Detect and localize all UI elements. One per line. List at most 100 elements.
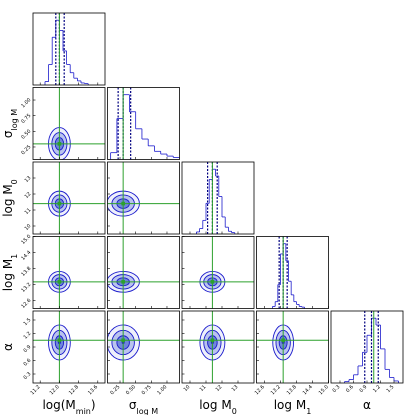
axis-label-part: σ bbox=[129, 398, 137, 412]
axis-label: σlog M bbox=[129, 398, 158, 415]
y-tick-label: 0.6 bbox=[23, 358, 33, 368]
axis-label-part: min bbox=[76, 407, 91, 415]
y-tick-label: 12.6 bbox=[20, 298, 32, 310]
axis-label-part: ) bbox=[91, 398, 96, 412]
axis-label: log M1 bbox=[1, 254, 19, 292]
x-tick-label: 11.2 bbox=[29, 384, 41, 396]
truth-point bbox=[57, 142, 62, 146]
axis-label-part: log M bbox=[10, 109, 19, 131]
panel-frame bbox=[256, 236, 329, 309]
x-tick-label: 13.2 bbox=[270, 384, 282, 396]
axis-label: log(Mmin) bbox=[42, 398, 95, 415]
x-tick-label: 1.00 bbox=[156, 384, 168, 396]
panel bbox=[182, 311, 254, 383]
panel bbox=[195, 162, 236, 234]
truth-point bbox=[57, 338, 62, 343]
panel-frame bbox=[181, 161, 255, 235]
x-tick-label: 0.25 bbox=[109, 384, 121, 396]
truth-point bbox=[121, 338, 125, 343]
axis-label-part: 1 bbox=[10, 254, 19, 259]
axis-label: log M0 bbox=[1, 179, 19, 217]
x-tick-label: 11 bbox=[199, 384, 208, 393]
y-tick-label: 0.75 bbox=[20, 113, 32, 125]
truth-point bbox=[57, 280, 62, 284]
y-tick-label: 13.2 bbox=[20, 282, 32, 294]
y-tick-label: 14.4 bbox=[20, 250, 32, 262]
axis-label: α bbox=[363, 398, 371, 412]
y-tick-label: 13.8 bbox=[20, 266, 32, 278]
panel-frame bbox=[32, 12, 106, 86]
axis-label-part: log M bbox=[1, 184, 15, 216]
axis-label-part: 0 bbox=[10, 179, 19, 184]
x-tick-label: 0.6 bbox=[345, 384, 355, 394]
y-tick-label: 1.5 bbox=[23, 317, 33, 327]
axis-label-part: log( bbox=[42, 398, 65, 412]
axis-label: log M1 bbox=[274, 398, 312, 415]
x-tick-label: 1.5 bbox=[386, 384, 396, 394]
y-tick-label: 12 bbox=[24, 191, 33, 200]
x-tick-label: 15.0 bbox=[318, 384, 330, 396]
panel bbox=[33, 87, 105, 160]
x-tick-label: 12.0 bbox=[49, 384, 61, 396]
truth-point bbox=[281, 338, 285, 343]
truth-point bbox=[57, 201, 62, 206]
panel bbox=[107, 236, 180, 309]
panel-frame bbox=[107, 161, 180, 235]
axis-label-part: log M bbox=[199, 398, 231, 412]
y-tick-label: 0.25 bbox=[20, 144, 32, 156]
y-tick-label: 0.9 bbox=[23, 344, 33, 354]
y-tick-label: 10 bbox=[24, 223, 33, 232]
panel bbox=[107, 162, 180, 234]
y-tick-label: 0.3 bbox=[23, 371, 33, 381]
x-tick-label: 12.6 bbox=[254, 384, 266, 396]
panel-frame bbox=[107, 87, 180, 160]
panel-frame bbox=[32, 161, 106, 235]
truth-point bbox=[210, 338, 215, 343]
x-tick-label: 13 bbox=[231, 384, 240, 393]
axis-label-part: log M bbox=[136, 407, 158, 415]
panel bbox=[107, 311, 180, 383]
y-tick-label: 1.00 bbox=[20, 97, 32, 109]
axis-label: log M0 bbox=[199, 398, 237, 415]
y-tick-label: 13 bbox=[24, 175, 33, 184]
y-tick-label: 15.0 bbox=[20, 234, 32, 246]
x-tick-label: 0.50 bbox=[125, 384, 137, 396]
x-tick-label: 12.8 bbox=[68, 384, 80, 396]
axis-label-part: σ bbox=[1, 130, 15, 138]
axis-label-part: α bbox=[1, 343, 15, 351]
x-tick-label: 14.4 bbox=[302, 384, 314, 396]
truth-point bbox=[121, 280, 125, 284]
x-tick-label: 0.9 bbox=[359, 384, 369, 394]
panel bbox=[33, 311, 105, 383]
axis-label-part: log M bbox=[1, 259, 15, 291]
panel-frame bbox=[32, 87, 106, 160]
axis-label-part: α bbox=[363, 398, 371, 412]
y-tick-label: 11 bbox=[24, 207, 33, 216]
y-tick-label: 1.2 bbox=[23, 331, 33, 341]
y-tick-label: 0.50 bbox=[20, 128, 32, 140]
panel bbox=[33, 162, 105, 234]
x-tick-label: 0.3 bbox=[332, 384, 342, 394]
panel bbox=[44, 13, 89, 85]
panel-frame bbox=[107, 236, 180, 309]
x-tick-label: 13.8 bbox=[286, 384, 298, 396]
axis-label-part: 1 bbox=[306, 407, 311, 415]
axis-label-part: log M bbox=[274, 398, 306, 412]
panel bbox=[182, 236, 254, 309]
truth-point bbox=[210, 280, 215, 284]
truth-point bbox=[121, 201, 125, 206]
x-tick-label: 1.2 bbox=[372, 384, 382, 394]
axis-label-part: M bbox=[65, 398, 75, 412]
panel bbox=[110, 87, 180, 160]
axis-label: σlog M bbox=[1, 109, 19, 138]
panel-frame bbox=[181, 236, 255, 309]
x-tick-label: 13.6 bbox=[87, 384, 99, 396]
x-tick-label: 10 bbox=[183, 384, 192, 393]
x-tick-label: 0.75 bbox=[141, 384, 153, 396]
panel bbox=[272, 236, 305, 309]
panel bbox=[344, 311, 399, 383]
panel bbox=[33, 236, 105, 309]
axis-label-part: 0 bbox=[232, 407, 237, 415]
